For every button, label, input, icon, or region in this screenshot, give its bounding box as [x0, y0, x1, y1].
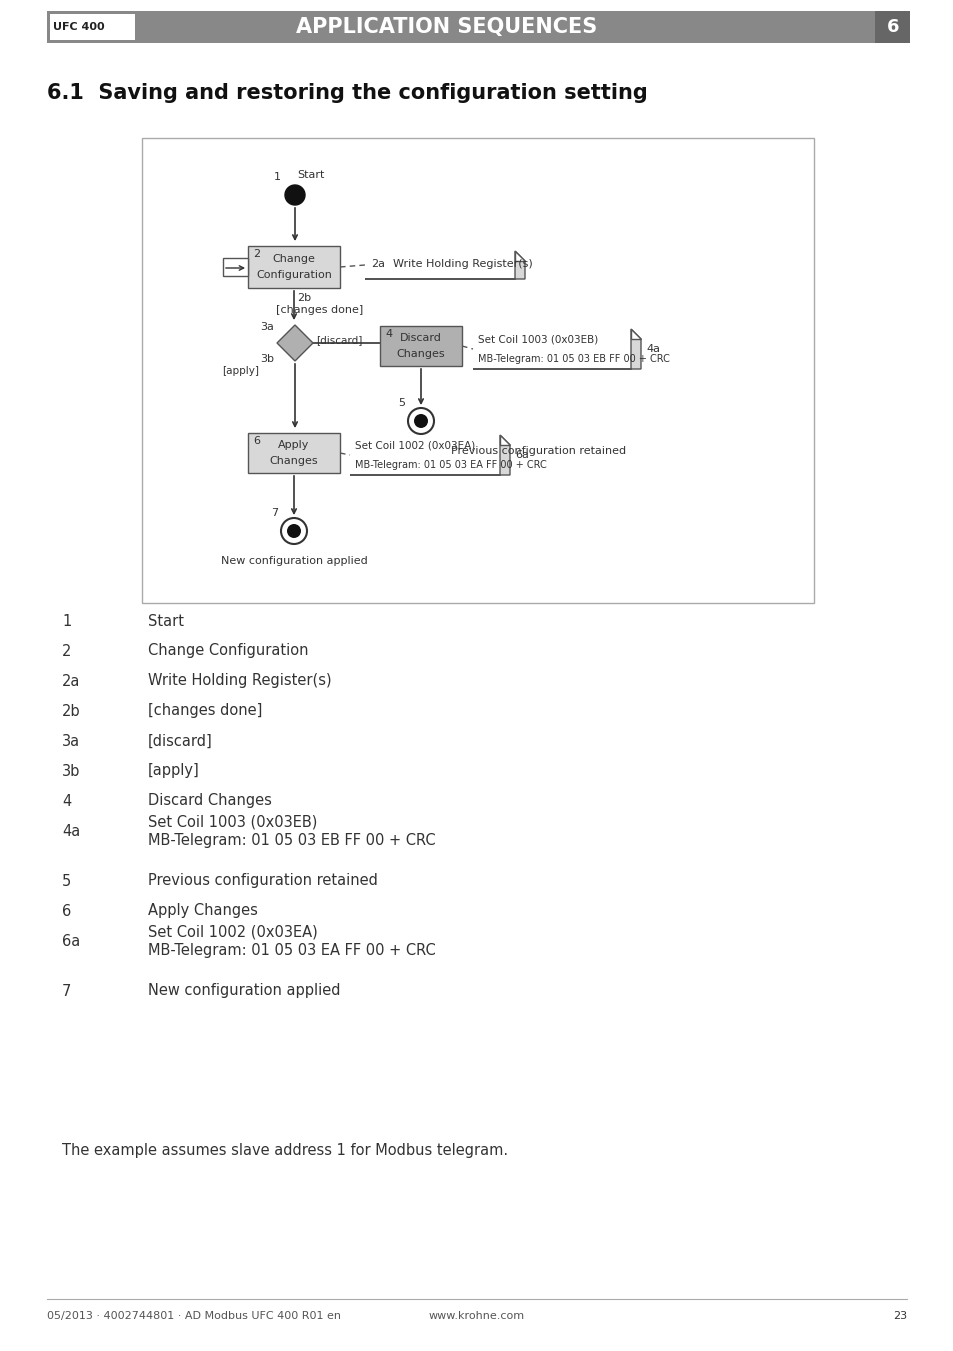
- Text: 3b: 3b: [260, 354, 274, 363]
- Text: Set Coil 1002 (0x03EA): Set Coil 1002 (0x03EA): [355, 440, 475, 450]
- Text: 3b: 3b: [62, 763, 80, 778]
- Text: 4a: 4a: [645, 345, 659, 354]
- Text: 5: 5: [62, 874, 71, 889]
- Circle shape: [414, 413, 428, 428]
- FancyBboxPatch shape: [874, 11, 909, 43]
- Polygon shape: [365, 251, 524, 280]
- FancyBboxPatch shape: [50, 14, 135, 41]
- Text: MB-Telegram: 01 05 03 EA FF 00 + CRC: MB-Telegram: 01 05 03 EA FF 00 + CRC: [355, 459, 546, 470]
- Circle shape: [287, 524, 301, 538]
- Text: 1: 1: [274, 172, 281, 182]
- Text: UFC 400: UFC 400: [53, 22, 105, 32]
- Text: 4: 4: [62, 793, 71, 808]
- FancyBboxPatch shape: [248, 246, 339, 288]
- Text: Set Coil 1002 (0x03EA): Set Coil 1002 (0x03EA): [148, 924, 317, 939]
- Polygon shape: [515, 251, 524, 261]
- Polygon shape: [276, 326, 313, 361]
- Text: Changes: Changes: [270, 457, 318, 466]
- Circle shape: [285, 185, 305, 205]
- Text: [changes done]: [changes done]: [275, 305, 363, 315]
- Text: Set Coil 1003 (0x03EB): Set Coil 1003 (0x03EB): [148, 815, 317, 830]
- Text: 6a: 6a: [515, 450, 528, 459]
- Text: Start: Start: [148, 613, 184, 628]
- Text: Configuration: Configuration: [255, 270, 332, 280]
- Text: New configuration applied: New configuration applied: [220, 557, 367, 566]
- Text: 1: 1: [62, 613, 71, 628]
- Circle shape: [408, 408, 434, 434]
- FancyBboxPatch shape: [379, 326, 461, 366]
- Text: [apply]: [apply]: [222, 366, 258, 376]
- Circle shape: [281, 517, 307, 544]
- Text: Previous configuration retained: Previous configuration retained: [451, 446, 625, 457]
- Text: MB-Telegram: 01 05 03 EB FF 00 + CRC: MB-Telegram: 01 05 03 EB FF 00 + CRC: [477, 354, 669, 363]
- FancyBboxPatch shape: [248, 434, 339, 473]
- FancyBboxPatch shape: [142, 138, 813, 603]
- Text: 2a: 2a: [371, 259, 385, 269]
- Text: Discard: Discard: [399, 332, 441, 343]
- Polygon shape: [473, 330, 640, 369]
- Text: Previous configuration retained: Previous configuration retained: [148, 874, 377, 889]
- Text: 6: 6: [62, 904, 71, 919]
- Text: The example assumes slave address 1 for Modbus telegram.: The example assumes slave address 1 for …: [62, 1143, 508, 1159]
- Text: 2a: 2a: [62, 674, 80, 689]
- Text: MB-Telegram: 01 05 03 EB FF 00 + CRC: MB-Telegram: 01 05 03 EB FF 00 + CRC: [148, 832, 436, 847]
- Text: Apply Changes: Apply Changes: [148, 904, 257, 919]
- Text: [discard]: [discard]: [315, 335, 362, 345]
- Text: 6a: 6a: [62, 934, 80, 948]
- Text: 4a: 4a: [62, 824, 80, 839]
- Text: 6.1  Saving and restoring the configuration setting: 6.1 Saving and restoring the configurati…: [47, 82, 647, 103]
- Text: 2: 2: [62, 643, 71, 658]
- FancyBboxPatch shape: [47, 11, 906, 43]
- Text: 7: 7: [62, 984, 71, 998]
- Polygon shape: [499, 435, 510, 444]
- Text: 05/2013 · 4002744801 · AD Modbus UFC 400 R01 en: 05/2013 · 4002744801 · AD Modbus UFC 400…: [47, 1310, 340, 1321]
- Text: 3a: 3a: [62, 734, 80, 748]
- Text: Write Holding Register(s): Write Holding Register(s): [148, 674, 332, 689]
- Text: Apply: Apply: [278, 440, 310, 450]
- Text: 7: 7: [271, 508, 277, 517]
- Text: 4: 4: [385, 330, 392, 339]
- Text: 2b: 2b: [62, 704, 81, 719]
- Text: Change Configuration: Change Configuration: [148, 643, 308, 658]
- Text: Change: Change: [273, 254, 315, 263]
- Text: New configuration applied: New configuration applied: [148, 984, 340, 998]
- Text: 5: 5: [397, 399, 405, 408]
- Text: [apply]: [apply]: [148, 763, 199, 778]
- Polygon shape: [630, 330, 640, 339]
- FancyBboxPatch shape: [223, 258, 248, 276]
- Text: Discard Changes: Discard Changes: [148, 793, 272, 808]
- Text: 3a: 3a: [260, 322, 274, 332]
- Text: MB-Telegram: 01 05 03 EA FF 00 + CRC: MB-Telegram: 01 05 03 EA FF 00 + CRC: [148, 943, 436, 958]
- Text: [discard]: [discard]: [148, 734, 213, 748]
- Text: Start: Start: [296, 170, 324, 180]
- Text: 23: 23: [892, 1310, 906, 1321]
- Text: Write Holding Register(s): Write Holding Register(s): [393, 259, 532, 269]
- Text: Set Coil 1003 (0x03EB): Set Coil 1003 (0x03EB): [477, 334, 598, 345]
- Text: 6: 6: [886, 18, 899, 36]
- Text: [changes done]: [changes done]: [148, 704, 262, 719]
- Text: Changes: Changes: [396, 349, 445, 359]
- Text: 6: 6: [253, 436, 260, 446]
- Text: 2: 2: [253, 249, 260, 259]
- Text: 2b: 2b: [296, 293, 311, 303]
- Text: APPLICATION SEQUENCES: APPLICATION SEQUENCES: [296, 18, 597, 36]
- Polygon shape: [350, 435, 510, 476]
- Text: www.krohne.com: www.krohne.com: [429, 1310, 524, 1321]
